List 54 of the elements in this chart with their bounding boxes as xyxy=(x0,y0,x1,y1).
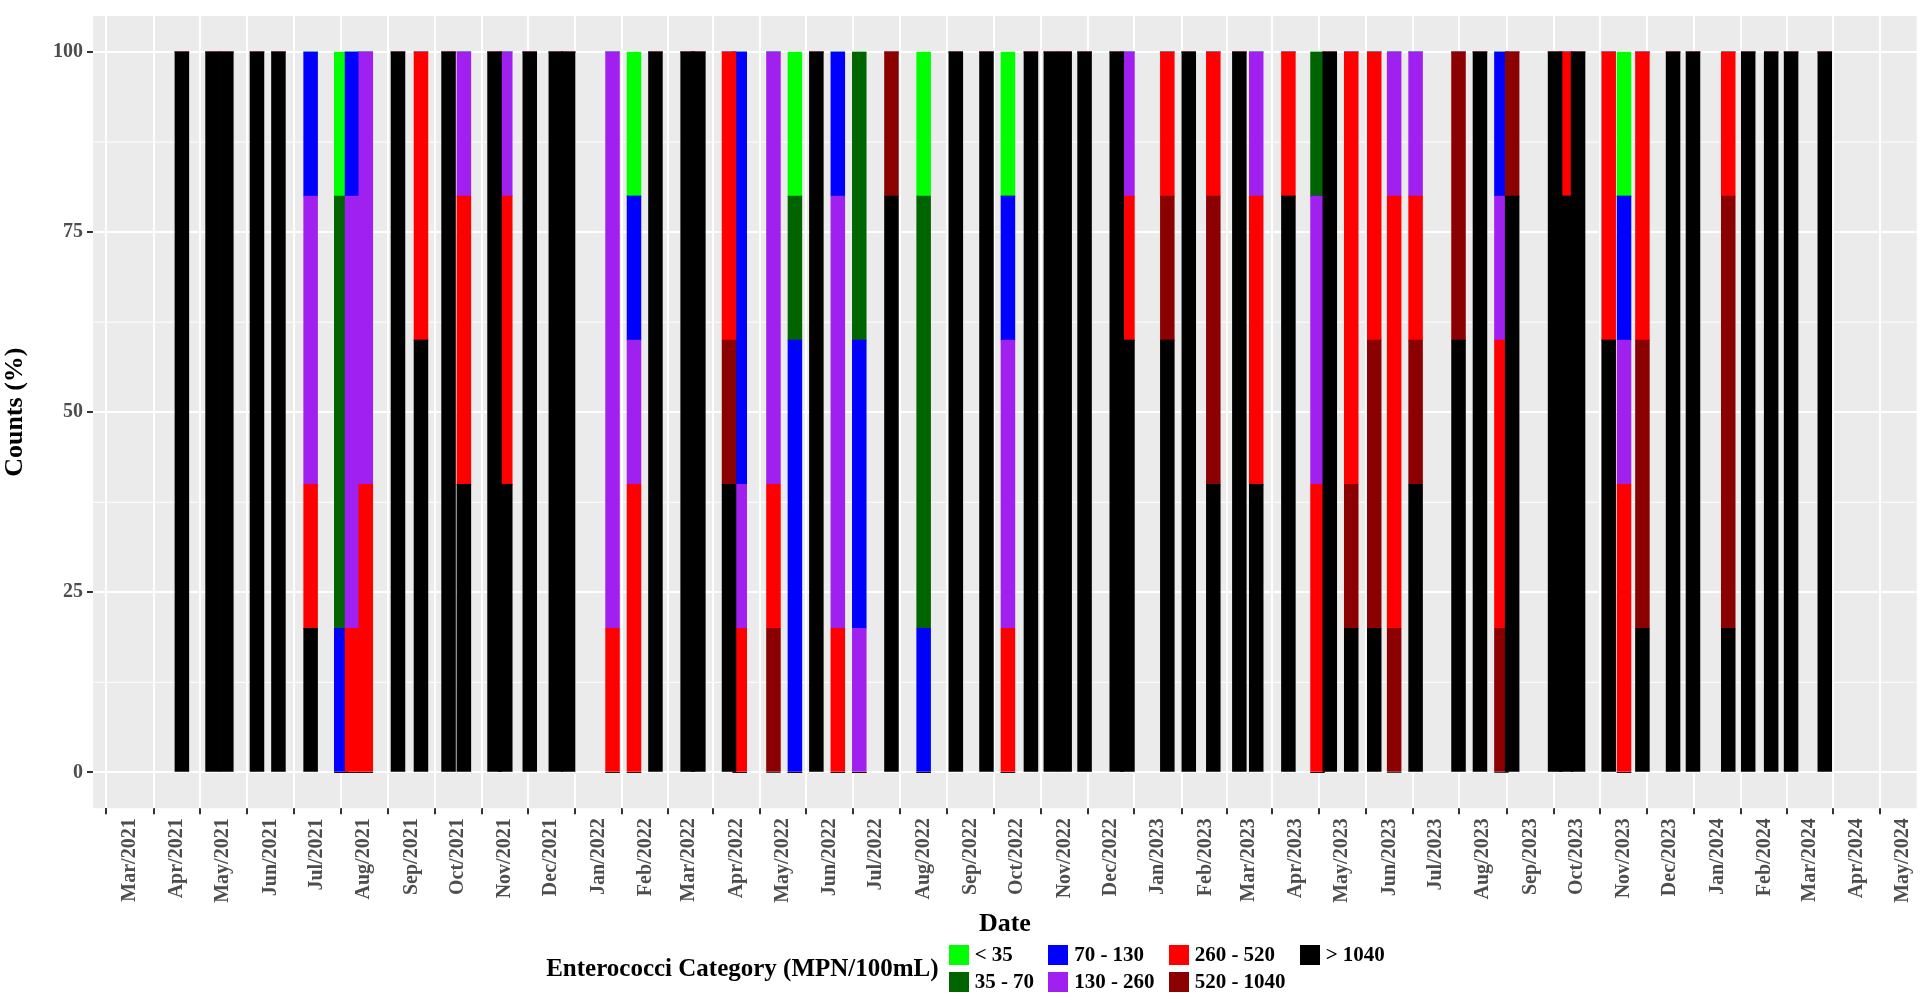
y-axis-title: Counts (%) xyxy=(0,347,29,477)
x-tick-label: Mar/2024 xyxy=(1796,818,1819,902)
y-tick-label: 25 xyxy=(63,579,83,602)
x-tick-label: Nov/2022 xyxy=(1051,818,1074,899)
x-tick-label: Dec/2022 xyxy=(1097,818,1120,897)
x-tick-label: Apr/2021 xyxy=(164,818,188,899)
x-tick-label: Jan/2023 xyxy=(1145,818,1168,896)
x-tick-label: Jun/2022 xyxy=(817,818,840,897)
x-tick-label: Sep/2023 xyxy=(1517,818,1541,896)
x-tick-label: Sep/2021 xyxy=(398,818,422,896)
legend-label: > 1040 xyxy=(1325,942,1385,967)
x-tick-label: Mar/2021 xyxy=(116,818,139,902)
x-tick-label: Dec/2021 xyxy=(538,818,561,897)
x-tick-label: Apr/2022 xyxy=(723,818,747,899)
x-tick-label: May/2021 xyxy=(210,818,234,903)
x-tick-label: Nov/2023 xyxy=(1611,818,1634,899)
x-tick-label: Jul/2023 xyxy=(1422,818,1445,891)
x-tick-label: Jan/2022 xyxy=(585,818,608,896)
x-tick-label: Mar/2023 xyxy=(1235,818,1258,902)
y-tick-label: 50 xyxy=(63,399,83,422)
x-tick-label: Feb/2024 xyxy=(1752,818,1775,897)
x-tick-label: May/2023 xyxy=(1329,818,1353,903)
legend-label: 520 - 1040 xyxy=(1194,969,1286,994)
x-tick-label: Feb/2023 xyxy=(1192,818,1215,897)
x-tick-label: Jun/2023 xyxy=(1376,818,1399,897)
x-tick-label: Nov/2021 xyxy=(492,818,515,899)
y-tick-label: 100 xyxy=(53,39,83,62)
x-tick-label: May/2024 xyxy=(1890,818,1914,903)
x-tick-label: Aug/2023 xyxy=(1470,818,1494,900)
legend-label: < 35 xyxy=(974,942,1013,967)
x-tick-label: Aug/2022 xyxy=(910,818,934,900)
legend-label: 35 - 70 xyxy=(974,969,1035,994)
x-tick-label: Sep/2022 xyxy=(958,818,982,896)
legend-label: 260 - 520 xyxy=(1194,942,1276,967)
x-axis-title: Date xyxy=(978,908,1031,938)
x-tick-label: Dec/2023 xyxy=(1657,818,1680,897)
x-tick-label: Feb/2022 xyxy=(633,818,656,897)
x-tick-label: Jan/2024 xyxy=(1704,818,1727,896)
x-tick-label: Aug/2021 xyxy=(351,818,375,900)
x-tick-label: Jul/2021 xyxy=(303,818,326,891)
x-tick-label: Jul/2022 xyxy=(863,818,886,891)
legend-label: 70 - 130 xyxy=(1074,942,1145,967)
x-tick-label: Oct/2023 xyxy=(1563,818,1586,896)
x-tick-label: Oct/2022 xyxy=(1004,818,1027,896)
x-tick-label: May/2022 xyxy=(769,818,793,903)
x-tick-label: Jun/2021 xyxy=(257,818,280,897)
legend-title: Enterococci Category (MPN/100mL) xyxy=(546,954,939,982)
y-tick-label: 75 xyxy=(63,219,83,242)
x-tick-label: Oct/2021 xyxy=(444,818,467,896)
x-tick-label: Mar/2022 xyxy=(676,818,699,902)
y-tick-label: 0 xyxy=(73,759,83,782)
legend-label: 130 - 260 xyxy=(1074,969,1155,994)
x-tick-label: Apr/2024 xyxy=(1844,818,1868,899)
x-tick-label: Apr/2023 xyxy=(1283,818,1307,899)
